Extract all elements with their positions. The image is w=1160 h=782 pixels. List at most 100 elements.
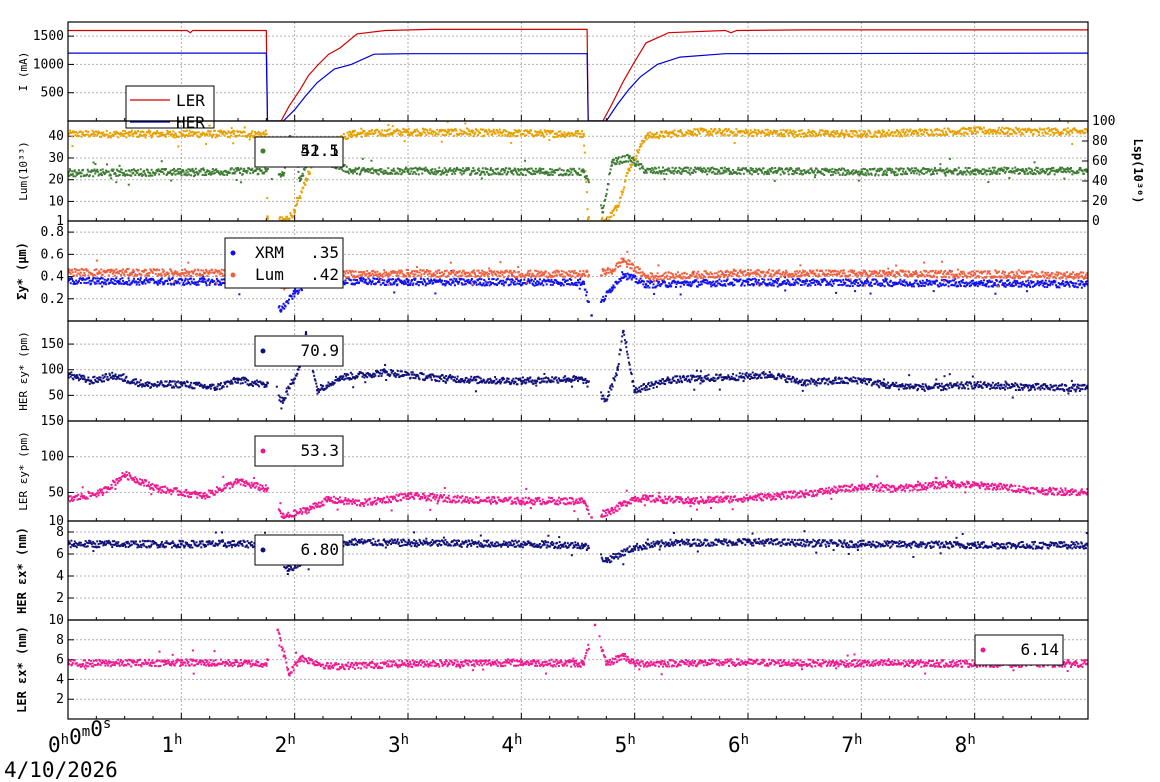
data-point bbox=[536, 283, 539, 286]
data-point bbox=[959, 283, 962, 286]
data-point bbox=[91, 170, 94, 173]
data-point bbox=[1064, 128, 1067, 131]
data-point bbox=[784, 129, 787, 132]
data-point bbox=[917, 134, 920, 137]
data-point bbox=[813, 279, 816, 282]
data-point bbox=[844, 174, 847, 177]
data-point bbox=[339, 167, 342, 170]
data-point bbox=[732, 168, 735, 171]
data-point bbox=[511, 172, 514, 175]
data-point bbox=[342, 169, 345, 172]
data-point bbox=[476, 129, 479, 132]
data-point bbox=[139, 279, 142, 282]
data-point bbox=[158, 282, 161, 285]
data-point bbox=[397, 132, 400, 135]
data-point bbox=[923, 281, 926, 284]
data-point bbox=[991, 172, 994, 175]
data-point bbox=[189, 170, 192, 173]
data-point bbox=[896, 129, 899, 132]
data-point bbox=[1004, 285, 1007, 288]
data-point bbox=[679, 285, 682, 288]
data-point bbox=[220, 278, 223, 281]
data-point bbox=[405, 129, 408, 132]
data-point bbox=[122, 283, 125, 286]
data-point bbox=[1053, 169, 1055, 172]
data-point bbox=[997, 126, 1000, 129]
data-point bbox=[810, 281, 813, 284]
data-point bbox=[201, 173, 204, 176]
data-point bbox=[1050, 169, 1053, 172]
data-point bbox=[710, 285, 713, 288]
data-point bbox=[406, 130, 409, 133]
data-point bbox=[1067, 130, 1070, 133]
data-point bbox=[123, 173, 126, 176]
data-point bbox=[922, 133, 925, 136]
data-point bbox=[564, 136, 567, 139]
data-point bbox=[764, 128, 767, 131]
data-point bbox=[191, 130, 194, 133]
data-point bbox=[629, 163, 632, 166]
data-point bbox=[736, 172, 739, 175]
data-point bbox=[171, 168, 174, 171]
data-point bbox=[1021, 283, 1024, 286]
data-point bbox=[204, 280, 207, 283]
data-point bbox=[825, 129, 828, 132]
data-point bbox=[101, 168, 104, 171]
data-point bbox=[390, 283, 392, 286]
data-point bbox=[1067, 170, 1070, 173]
data-point bbox=[694, 128, 697, 131]
data-point bbox=[183, 135, 186, 138]
data-point bbox=[397, 172, 400, 175]
data-point bbox=[262, 132, 265, 135]
data-point bbox=[1000, 167, 1003, 170]
data-point bbox=[1003, 127, 1006, 130]
data-point bbox=[973, 173, 976, 176]
data-point bbox=[666, 132, 669, 135]
data-point bbox=[88, 174, 91, 177]
data-point bbox=[851, 132, 854, 135]
data-point bbox=[962, 170, 965, 173]
data-point bbox=[876, 135, 879, 138]
data-point bbox=[993, 130, 996, 133]
data-point bbox=[492, 170, 494, 173]
data-point bbox=[892, 134, 895, 137]
data-point bbox=[727, 169, 730, 172]
data-point bbox=[290, 295, 293, 298]
data-point bbox=[362, 167, 365, 170]
data-point bbox=[663, 135, 666, 138]
data-point bbox=[971, 132, 974, 135]
data-point bbox=[1042, 134, 1045, 137]
data-point bbox=[492, 130, 494, 133]
data-point bbox=[716, 280, 719, 283]
data-point bbox=[212, 133, 215, 136]
data-point bbox=[206, 134, 209, 137]
data-point bbox=[1066, 166, 1069, 169]
data-point bbox=[428, 171, 431, 174]
data-point bbox=[545, 172, 548, 175]
data-point bbox=[299, 196, 302, 199]
data-point bbox=[1014, 166, 1017, 169]
data-point bbox=[699, 166, 702, 169]
data-point bbox=[96, 280, 99, 283]
data-point bbox=[1062, 282, 1065, 285]
data-point bbox=[73, 170, 76, 173]
data-point bbox=[119, 170, 122, 173]
data-point bbox=[154, 131, 157, 134]
data-point bbox=[107, 274, 110, 277]
data-point bbox=[218, 280, 221, 283]
data-point bbox=[430, 278, 433, 281]
data-point bbox=[909, 128, 912, 131]
data-point bbox=[182, 130, 185, 133]
data-point bbox=[539, 169, 542, 172]
data-point bbox=[1024, 127, 1027, 130]
data-point bbox=[191, 167, 194, 170]
data-point bbox=[215, 133, 218, 136]
data-point bbox=[1061, 282, 1064, 285]
data-point bbox=[864, 133, 867, 136]
data-point bbox=[391, 133, 394, 136]
data-point bbox=[489, 168, 492, 171]
data-point bbox=[783, 135, 786, 138]
data-point bbox=[147, 129, 150, 132]
data-point bbox=[800, 284, 803, 287]
data-point bbox=[754, 280, 757, 283]
